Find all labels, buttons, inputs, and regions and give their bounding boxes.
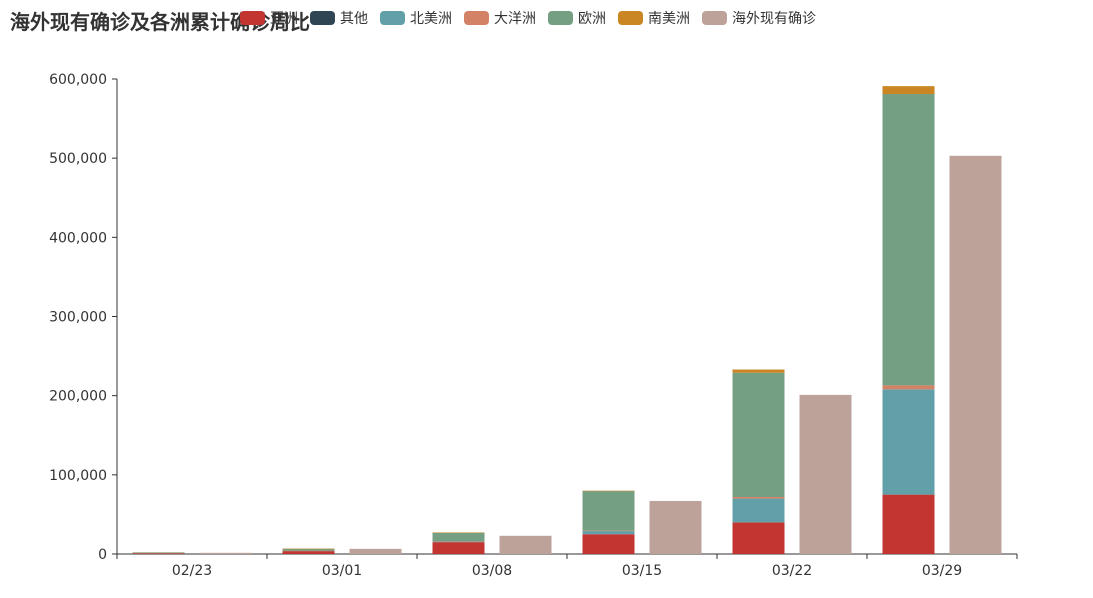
y-tick-label: 200,000 [49,389,107,405]
legend: 亚洲 其他 北美洲 大洋洲 欧洲 南美洲 海外现有确诊 [240,8,828,28]
bar [282,548,335,551]
bar [732,497,785,499]
y-tick-label: 100,000 [49,468,107,484]
x-tick-label: 03/08 [472,563,512,579]
x-tick-label: 03/22 [772,563,812,579]
bar [732,369,785,373]
legend-item[interactable]: 欧洲 [548,8,606,28]
bar [882,94,935,386]
x-tick-label: 03/15 [622,563,662,579]
bar [432,542,485,554]
bar [882,385,935,390]
x-tick-label: 03/29 [922,563,962,579]
bar [199,552,252,554]
bar [582,531,635,535]
legend-swatch [702,11,727,25]
bar [882,86,935,95]
y-tick-label: 300,000 [49,310,107,326]
bar [132,552,185,554]
legend-label: 其他 [340,11,368,27]
bar [282,548,335,550]
y-tick-label: 400,000 [49,230,107,246]
bar [582,490,635,492]
bar [349,548,402,554]
bar [649,500,702,554]
bar [282,550,335,552]
legend-label: 海外现有确诊 [732,11,816,27]
bar [432,532,485,542]
y-tick-label: 600,000 [49,72,107,88]
legend-item[interactable]: 北美洲 [380,8,452,28]
y-tick-label: 500,000 [49,151,107,167]
legend-swatch [380,11,405,25]
legend-label: 北美洲 [410,11,452,27]
legend-swatch [464,11,489,25]
bar [799,394,852,554]
x-tick-label: 02/23 [172,563,212,579]
legend-swatch [618,11,643,25]
legend-swatch [240,11,265,25]
bar [732,498,785,523]
legend-item[interactable]: 海外现有确诊 [702,8,816,28]
legend-swatch [548,11,573,25]
bar [132,552,185,553]
y-tick-label: 0 [98,547,107,563]
legend-label: 大洋洲 [494,11,536,27]
bar [949,155,1002,554]
bar [882,494,935,554]
legend-label: 南美洲 [648,11,690,27]
bar [582,491,635,531]
legend-item[interactable]: 亚洲 [240,8,298,28]
bar [132,552,185,554]
legend-label: 欧洲 [578,11,606,27]
legend-item[interactable]: 大洋洲 [464,8,536,28]
bar [732,522,785,554]
x-tick-label: 03/01 [322,563,362,579]
bar [282,550,335,554]
bar [432,541,485,542]
bar [732,372,785,497]
legend-label: 亚洲 [270,11,298,27]
legend-swatch [310,11,335,25]
bar [582,530,635,532]
legend-item[interactable]: 其他 [310,8,368,28]
legend-item[interactable]: 南美洲 [618,8,690,28]
bar [582,534,635,554]
bar [882,389,935,495]
bar [432,532,485,533]
bar [499,535,552,554]
